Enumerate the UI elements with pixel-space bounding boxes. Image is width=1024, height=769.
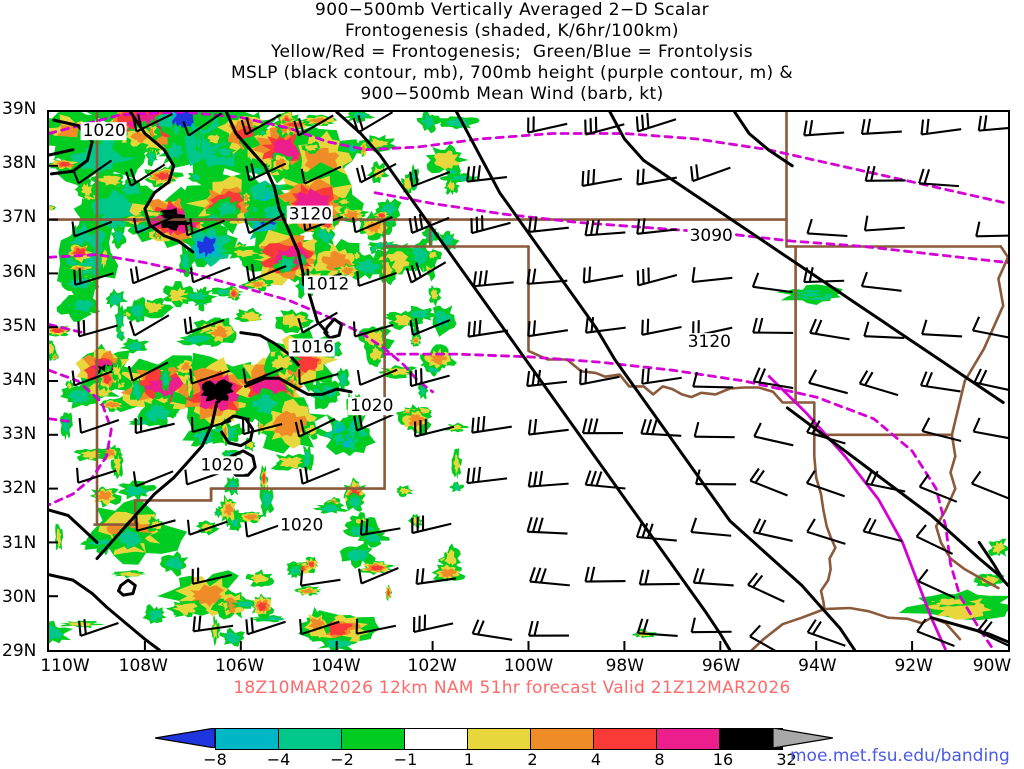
y-tick-38N: 38N <box>2 153 36 173</box>
x-tick-108W: 108W <box>119 656 168 676</box>
colorbar-tick-4: 1 <box>464 750 474 769</box>
colorbar-segment-5 <box>531 729 594 749</box>
forecast-caption: 18Z10MAR2026 12km NAM 51hr forecast Vali… <box>0 678 1024 698</box>
title-line-5: 900−500mb Mean Wind (barb, kt) <box>0 84 1024 105</box>
mslp-contour-label: 1020 <box>280 516 323 536</box>
x-tick-90W: 90W <box>973 656 1011 676</box>
height-contour-label: 3120 <box>688 332 731 352</box>
x-tick-98W: 98W <box>606 656 644 676</box>
height-contour-label: 3090 <box>690 226 733 246</box>
colorbar-segments <box>215 728 783 750</box>
colorbar-segment-4 <box>468 729 531 749</box>
title-line-2: Frontogenesis (shaded, K/6hr/100km) <box>0 21 1024 42</box>
title-line-4: MSLP (black contour, mb), 700mb height (… <box>0 63 1024 84</box>
map-frame: 1020 1012 1016 1020 1020 1020 3120 3090 3120 <box>47 110 1010 652</box>
x-tick-94W: 94W <box>798 656 836 676</box>
y-tick-30N: 30N <box>2 587 36 607</box>
mslp-contour-label: 1020 <box>350 396 393 416</box>
mslp-contour-label: 1012 <box>306 275 349 295</box>
x-tick-102W: 102W <box>408 656 457 676</box>
height-contour-label: 3120 <box>289 205 332 225</box>
x-tick-104W: 104W <box>311 656 360 676</box>
colorbar-under-arrow <box>155 728 215 748</box>
colorbar-segment-7 <box>657 729 720 749</box>
colorbar-segment-0 <box>216 729 279 749</box>
y-tick-37N: 37N <box>2 207 36 227</box>
mslp-contour-label: 1020 <box>83 121 126 141</box>
chart-title-block: 900−500mb Vertically Averaged 2−D Scalar… <box>0 0 1024 106</box>
map-canvas: 1020 1012 1016 1020 1020 1020 3120 3090 3120 <box>49 112 1008 650</box>
colorbar-tick-0: −8 <box>203 750 227 769</box>
colorbar-tick-3: −1 <box>394 750 418 769</box>
y-tick-29N: 29N <box>2 641 36 661</box>
colorbar-tick-7: 8 <box>654 750 664 769</box>
title-line-3: Yellow/Red = Frontogenesis; Green/Blue =… <box>0 42 1024 63</box>
colorbar-tick-8: 16 <box>713 750 733 769</box>
y-tick-35N: 35N <box>2 316 36 336</box>
colorbar-tick-2: −2 <box>330 750 354 769</box>
site-watermark: moe.met.fsu.edu/banding <box>790 746 1010 766</box>
x-tick-92W: 92W <box>894 656 932 676</box>
colorbar-segment-1 <box>279 729 342 749</box>
mslp-contour-label: 1020 <box>201 455 244 475</box>
x-tick-100W: 100W <box>504 656 553 676</box>
colorbar-tick-6: 4 <box>591 750 601 769</box>
y-tick-31N: 31N <box>2 533 36 553</box>
colorbar-segment-3 <box>405 729 468 749</box>
x-tick-96W: 96W <box>702 656 740 676</box>
colorbar-segment-2 <box>342 729 405 749</box>
x-tick-106W: 106W <box>215 656 264 676</box>
x-tick-110W: 110W <box>40 656 89 676</box>
colorbar-tick-1: −4 <box>267 750 291 769</box>
y-tick-32N: 32N <box>2 478 36 498</box>
y-tick-33N: 33N <box>2 424 36 444</box>
title-line-1: 900−500mb Vertically Averaged 2−D Scalar <box>0 0 1024 21</box>
colorbar-over-arrow <box>773 728 833 748</box>
mslp-contour-label: 1016 <box>291 337 334 357</box>
y-tick-34N: 34N <box>2 370 36 390</box>
y-tick-36N: 36N <box>2 262 36 282</box>
colorbar-segment-6 <box>594 729 657 749</box>
colorbar-tick-5: 2 <box>527 750 537 769</box>
